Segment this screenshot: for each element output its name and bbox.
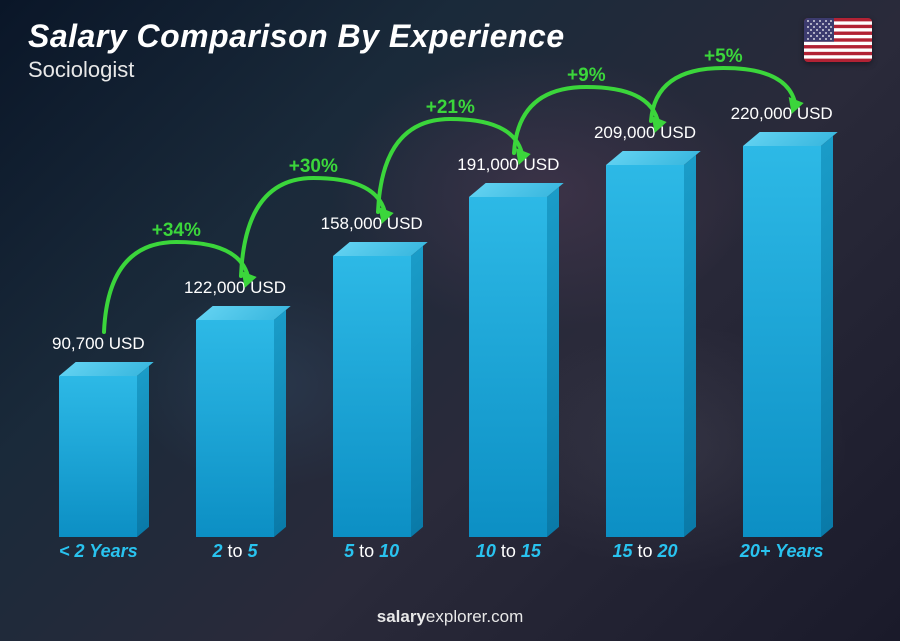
bar <box>743 146 821 537</box>
x-label: 2 to 5 <box>167 541 304 571</box>
flag-icon <box>804 18 872 62</box>
bar-slot: 122,000 USD <box>167 110 304 537</box>
bar-value-label: 220,000 USD <box>712 104 852 124</box>
bar-value-label: 122,000 USD <box>165 278 305 298</box>
bar-slot: 209,000 USD <box>577 110 714 537</box>
bar-slot: 191,000 USD <box>440 110 577 537</box>
brand-domain: .com <box>486 607 523 626</box>
x-axis-labels: < 2 Years2 to 55 to 1010 to 1515 to 2020… <box>30 541 850 571</box>
bar-container: 90,700 USD 122,000 USD 158,000 USD 191,000 … <box>30 110 850 537</box>
x-label: 15 to 20 <box>577 541 714 571</box>
x-label: 20+ Years <box>713 541 850 571</box>
bar-slot: 158,000 USD <box>303 110 440 537</box>
x-label: 5 to 10 <box>303 541 440 571</box>
bar <box>59 376 137 537</box>
bar-slot: 220,000 USD <box>713 110 850 537</box>
page-title: Salary Comparison By Experience <box>28 18 565 55</box>
bar <box>333 256 411 537</box>
footer-brand: salaryexplorer.com <box>0 607 900 627</box>
x-label: < 2 Years <box>30 541 167 571</box>
bar-value-label: 158,000 USD <box>302 214 442 234</box>
x-label: 10 to 15 <box>440 541 577 571</box>
bar-value-label: 191,000 USD <box>438 155 578 175</box>
salary-chart: 90,700 USD 122,000 USD 158,000 USD 191,000 … <box>30 110 850 571</box>
bar-value-label: 90,700 USD <box>28 334 168 354</box>
bar <box>606 165 684 537</box>
bar-slot: 90,700 USD <box>30 110 167 537</box>
brand-prefix: salary <box>377 607 426 626</box>
brand-suffix: explorer <box>426 607 486 626</box>
bar <box>196 320 274 537</box>
title-block: Salary Comparison By Experience Sociolog… <box>28 18 565 83</box>
page-subtitle: Sociologist <box>28 57 565 83</box>
bar-value-label: 209,000 USD <box>575 123 715 143</box>
header: Salary Comparison By Experience Sociolog… <box>28 18 872 83</box>
bar <box>469 197 547 537</box>
